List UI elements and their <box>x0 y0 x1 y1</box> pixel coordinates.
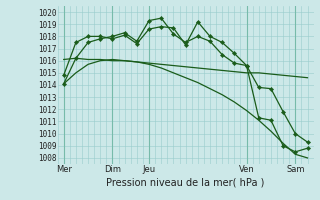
X-axis label: Pression niveau de la mer( hPa ): Pression niveau de la mer( hPa ) <box>107 177 265 187</box>
